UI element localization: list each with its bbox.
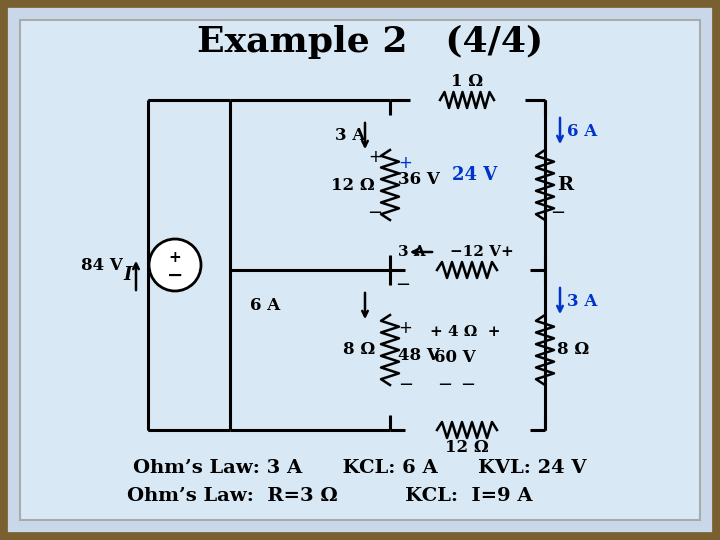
- Text: −: −: [395, 276, 410, 294]
- Text: 60 V: 60 V: [434, 349, 476, 367]
- Text: 12 Ω: 12 Ω: [445, 440, 489, 456]
- Text: 12 Ω: 12 Ω: [331, 177, 375, 193]
- Text: 8 Ω: 8 Ω: [343, 341, 375, 359]
- Text: 24 V: 24 V: [452, 166, 498, 184]
- Text: Example 2   (4/4): Example 2 (4/4): [197, 25, 543, 59]
- Text: 1 Ω: 1 Ω: [451, 73, 483, 91]
- Text: +: +: [368, 148, 382, 166]
- Text: −: −: [460, 376, 476, 394]
- Text: 6 A: 6 A: [250, 298, 280, 314]
- Text: 3 A: 3 A: [567, 294, 598, 310]
- Text: Ohm’s Law:  R=3 Ω          KCL:  I=9 A: Ohm’s Law: R=3 Ω KCL: I=9 A: [127, 487, 533, 505]
- Text: −: −: [367, 204, 382, 222]
- Text: 3 A: 3 A: [335, 127, 365, 145]
- Text: +: +: [398, 154, 412, 172]
- FancyBboxPatch shape: [3, 3, 717, 537]
- Text: Ohm’s Law: 3 A      KCL: 6 A      KVL: 24 V: Ohm’s Law: 3 A KCL: 6 A KVL: 24 V: [133, 459, 587, 477]
- Text: −: −: [438, 376, 453, 394]
- Text: R: R: [557, 176, 573, 194]
- Text: + 4 Ω  +: + 4 Ω +: [430, 325, 500, 339]
- Circle shape: [149, 239, 201, 291]
- Text: −: −: [550, 204, 565, 222]
- Text: 84 V: 84 V: [81, 256, 123, 273]
- Text: 36 V: 36 V: [398, 172, 440, 188]
- Text: −: −: [398, 376, 413, 394]
- Text: I: I: [124, 266, 132, 284]
- Text: +: +: [168, 249, 181, 265]
- Text: 8 Ω: 8 Ω: [557, 341, 589, 359]
- Text: −: −: [167, 266, 183, 285]
- FancyBboxPatch shape: [20, 20, 700, 520]
- Text: +: +: [398, 319, 412, 337]
- Text: 3 A: 3 A: [398, 245, 426, 259]
- Text: 6 A: 6 A: [567, 124, 598, 140]
- Text: 48 V: 48 V: [398, 347, 440, 363]
- Text: −12 V+: −12 V+: [450, 245, 514, 259]
